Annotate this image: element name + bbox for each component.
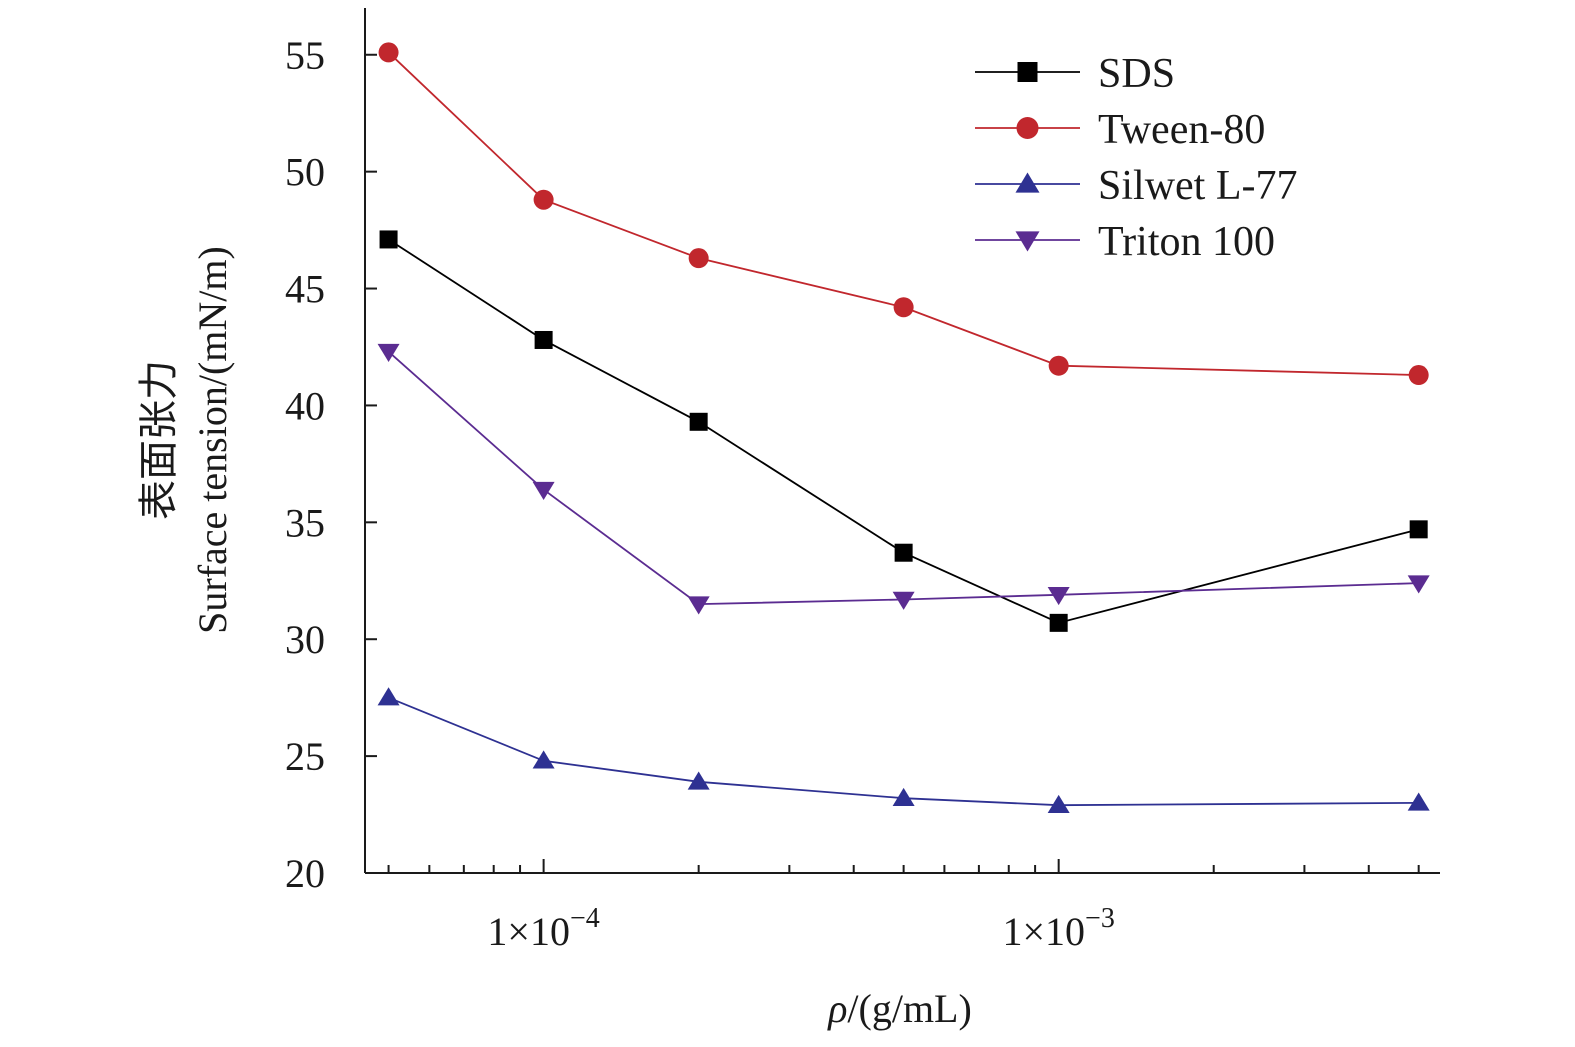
x-axis-title: ρ/(g/mL) — [826, 986, 972, 1031]
legend-item: Triton 100 — [975, 219, 1275, 265]
data-point — [1049, 613, 1068, 632]
legend: SDS Tween-80 Silwet L-77 Triton 100 — [975, 51, 1297, 265]
data-point — [379, 230, 398, 249]
data-point — [534, 330, 553, 349]
legend-item: Silwet L-77 — [975, 163, 1297, 209]
data-point — [688, 248, 709, 269]
legend-marker — [1017, 62, 1038, 82]
data-point — [1407, 792, 1430, 811]
data-point — [687, 596, 710, 615]
data-point — [533, 189, 554, 210]
data-point — [532, 750, 555, 769]
series-line — [387, 350, 1419, 606]
data-point — [532, 481, 555, 500]
data-point — [689, 412, 708, 431]
legend-label: Tween-80 — [1098, 107, 1265, 153]
y-axis-title-en: Surface tension/(mN/m) — [190, 246, 235, 634]
y-axis-title-cn: 表面张力 — [136, 360, 181, 520]
data-point — [378, 42, 399, 63]
series-sds — [379, 230, 1428, 632]
y-tick-label: 20 — [285, 851, 325, 896]
y-axis-title: 表面张力 Surface tension/(mN/m) — [136, 246, 235, 634]
legend-label: Silwet L-77 — [1098, 163, 1297, 209]
y-tick-label: 40 — [285, 383, 325, 428]
x-tick-label: 1×10−4 — [487, 903, 599, 954]
y-tick-label: 35 — [285, 500, 325, 545]
x-tick-mantissa: 1×10 — [487, 909, 570, 954]
data-point — [1047, 587, 1070, 606]
y-tick-label: 55 — [285, 33, 325, 78]
series-layer — [377, 42, 1430, 813]
data-point — [1409, 520, 1428, 539]
data-point — [1407, 575, 1430, 594]
data-point — [377, 343, 400, 363]
series-triton-100 — [377, 343, 1430, 615]
x-axis-title-unit: /(g/mL) — [847, 986, 971, 1031]
series-line — [388, 238, 1419, 624]
data-point — [1408, 365, 1429, 386]
legend-item: Tween-80 — [975, 107, 1265, 153]
legend-label: SDS — [1098, 51, 1175, 97]
y-tick-label: 30 — [285, 617, 325, 662]
series-line — [388, 696, 1419, 807]
x-tick-exponent: −3 — [1085, 903, 1115, 934]
series-line — [387, 51, 1419, 376]
legend-marker — [1016, 117, 1039, 139]
data-point — [1047, 794, 1070, 813]
x-axis-title-symbol: ρ — [826, 986, 847, 1031]
data-point — [892, 591, 915, 610]
legend-label: Triton 100 — [1098, 219, 1275, 265]
legend-item: SDS — [975, 51, 1175, 97]
x-tick-mantissa: 1×10 — [1002, 909, 1085, 954]
data-point — [377, 687, 400, 706]
x-tick-exponent: −4 — [570, 903, 600, 934]
data-point — [1048, 355, 1069, 376]
x-tick-label: 1×10−3 — [1002, 903, 1114, 954]
y-tick-label: 45 — [285, 267, 325, 312]
data-point — [894, 543, 913, 562]
series-tween-80 — [378, 42, 1429, 386]
y-tick-label: 50 — [285, 150, 325, 195]
data-point — [892, 787, 915, 806]
legend-marker — [1015, 231, 1040, 252]
data-point — [687, 771, 710, 790]
series-silwet-l-77 — [377, 687, 1430, 813]
legend-marker — [1015, 172, 1040, 193]
data-point — [893, 297, 914, 318]
y-tick-label: 25 — [285, 734, 325, 779]
